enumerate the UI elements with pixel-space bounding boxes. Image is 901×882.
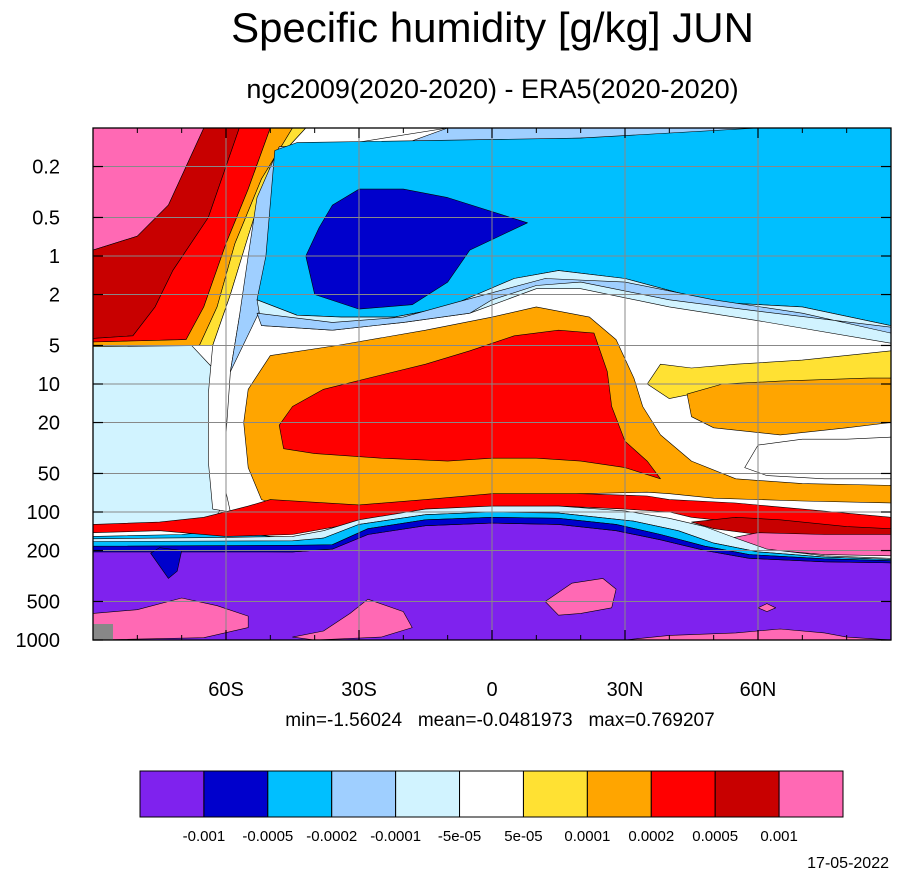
colorbar-swatch (267, 770, 333, 818)
colorbar-swatch (778, 770, 844, 818)
colorbar-swatch (139, 770, 205, 818)
chart-title: Specific humidity [g/kg] JUN (231, 4, 754, 51)
contour-orange-ne (686, 377, 891, 436)
contour-pink-b2 (292, 598, 413, 640)
y-tick-label: 10 (38, 374, 60, 396)
y-tick-label: 1000 (16, 630, 61, 652)
y-tick-label: 2 (49, 285, 60, 307)
y-tick-label: 0.2 (32, 157, 60, 179)
stats-line: min=-1.56024 mean=-0.0481973 max=0.76920… (285, 710, 715, 731)
colorbar-label: -0.001 (183, 828, 226, 845)
colorbar-label: -0.0001 (370, 828, 421, 845)
contour-white-ne (744, 436, 891, 480)
colorbar-swatch (395, 770, 461, 818)
y-tick-label: 0.5 (32, 207, 60, 229)
colorbar-label: -0.0005 (242, 828, 293, 845)
chart-subtitle: ngc2009(2020-2020) - ERA5(2020-2020) (246, 74, 739, 104)
date-stamp: 17-05-2022 (807, 855, 889, 872)
y-tick-label: 1 (49, 246, 60, 268)
x-tick-label: 60N (740, 679, 777, 701)
colorbar-swatch (459, 770, 524, 818)
contour-lightblue-ring (256, 270, 891, 344)
contour-pink-bl (93, 597, 249, 640)
y-tick-label: 500 (27, 591, 60, 613)
colorbar-swatch (650, 770, 716, 818)
y-tick-label: 5 (49, 335, 60, 357)
colorbar-swatch (714, 770, 780, 818)
colorbar-label: 5e-05 (504, 828, 542, 845)
colorbar-label: 0.0002 (628, 828, 674, 845)
colorbar-label: 0.0005 (692, 828, 738, 845)
colorbar-label: -5e-05 (438, 828, 481, 845)
y-tick-label: 20 (38, 413, 60, 435)
contour-lightblue-ring2 (256, 278, 891, 334)
y-tick-label: 100 (27, 502, 60, 524)
colorbar-swatch (203, 770, 269, 818)
colorbar-label: 0.0001 (564, 828, 610, 845)
y-tick-label: 200 (27, 541, 60, 563)
axes: 60S 30S 0 30N 60N 0.2 0.5 1 2 5 10 20 50 100 200 500 100… (16, 128, 891, 701)
colorbar-swatch (522, 770, 588, 818)
colorbar: -0.001 -0.0005 -0.0002 -0.0001 -5e-05 5e-05 0.… (139, 770, 844, 845)
y-tick-label: 50 (38, 463, 60, 485)
x-tick-label: 30S (341, 679, 377, 701)
x-tick-label: 60S (208, 679, 244, 701)
x-tick-label: 30N (607, 679, 644, 701)
contour-vlb-sw (93, 342, 222, 526)
colorbar-label: -0.0002 (306, 828, 357, 845)
contour-darkblue-tropo (93, 517, 891, 564)
x-tick-label: 0 (486, 679, 497, 701)
contour-pink-b3 (544, 578, 617, 616)
contour-pink-b5 (757, 603, 776, 612)
colorbar-swatch (586, 770, 652, 818)
colorbar-label: 0.001 (760, 828, 798, 845)
colorbar-swatch (331, 770, 397, 818)
missing-data-patch (93, 624, 113, 640)
contour-darkblue-spot (150, 547, 182, 579)
